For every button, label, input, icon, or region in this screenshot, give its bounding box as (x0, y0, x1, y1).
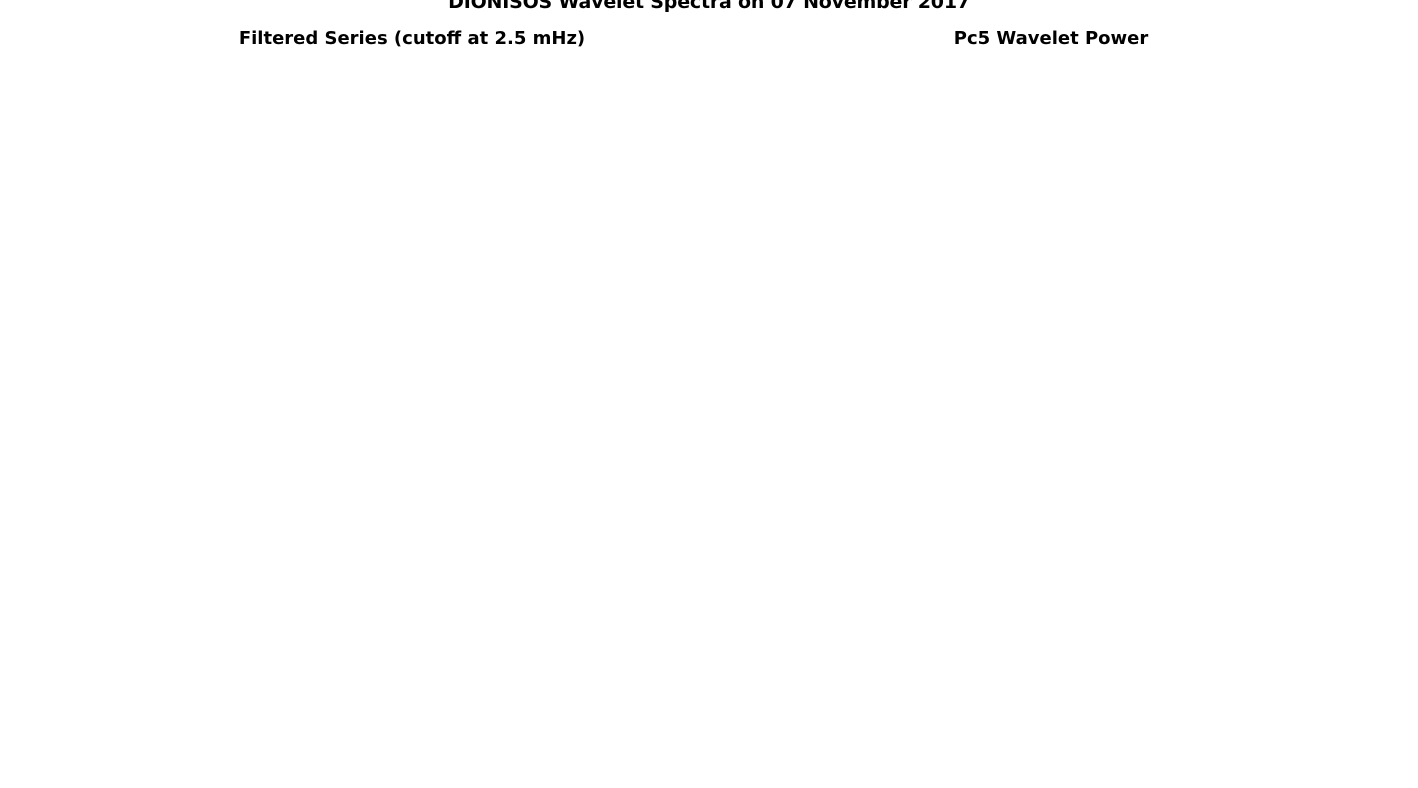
right-column-title: Pc5 Wavelet Power (953, 28, 1149, 49)
left-column-title: Filtered Series (cutoff at 2.5 mHz) (238, 28, 586, 49)
figure-title: DIONISOS Wavelet Spectra on 07 November … (448, 0, 970, 13)
